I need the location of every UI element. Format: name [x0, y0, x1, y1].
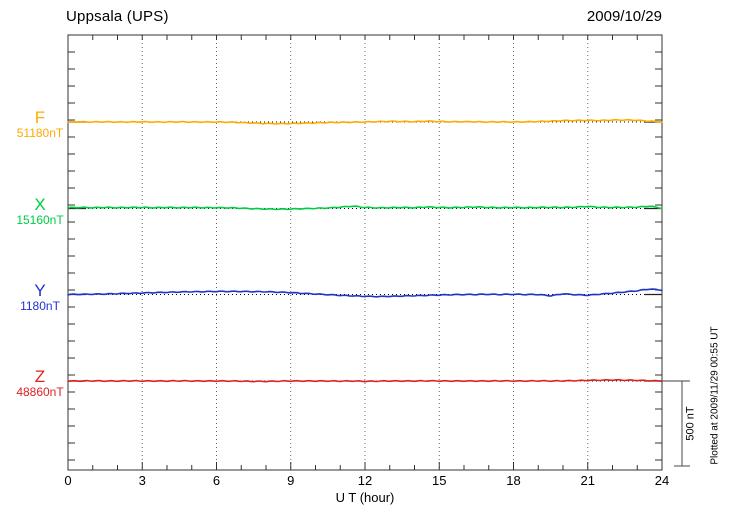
trace-y	[67, 288, 663, 298]
trace-baseline-z: 48860nT	[16, 385, 64, 399]
trace-baseline-x: 15160nT	[16, 212, 64, 227]
plotted-at-note: Plotted at 2009/11/29 00:55 UT	[709, 326, 721, 465]
trace-baseline-f: 51180nT	[16, 126, 64, 140]
plot-title: Uppsala (UPS)	[66, 8, 169, 25]
x-tick-label: 9	[287, 473, 295, 488]
x-tick-label: 6	[212, 473, 221, 488]
plot-date: 2009/10/29	[586, 8, 662, 25]
trace-label-f: F 51180nT	[6, 109, 74, 139]
trace-letter-y: Y	[34, 280, 46, 300]
trace-x	[67, 205, 663, 211]
trace-letter-z: Z	[34, 367, 46, 386]
x-axis-title: U T (hour)	[335, 490, 395, 505]
trace-letter-x: X	[34, 194, 46, 214]
trace-letter-f: F	[34, 108, 46, 127]
trace-label-y: Y 1180nT	[6, 282, 74, 312]
x-tick-label: 0	[64, 473, 72, 488]
trace-label-x: X 15160nT	[6, 196, 74, 226]
x-tick-label: 12	[357, 473, 373, 488]
trace-z	[67, 378, 663, 383]
trace-baseline-y: 1180nT	[20, 298, 60, 313]
trace-label-z: Z 48860nT	[6, 368, 74, 398]
x-tick-label: 21	[580, 473, 595, 488]
x-tick-label: 15	[432, 473, 447, 488]
x-tick-label: 24	[654, 473, 670, 488]
x-tick-label: 18	[506, 473, 521, 488]
trace-f	[67, 118, 663, 125]
scale-bar-label: 500 nT	[684, 406, 697, 441]
plot-frame	[67, 34, 663, 471]
x-tick-label: 3	[138, 473, 146, 488]
